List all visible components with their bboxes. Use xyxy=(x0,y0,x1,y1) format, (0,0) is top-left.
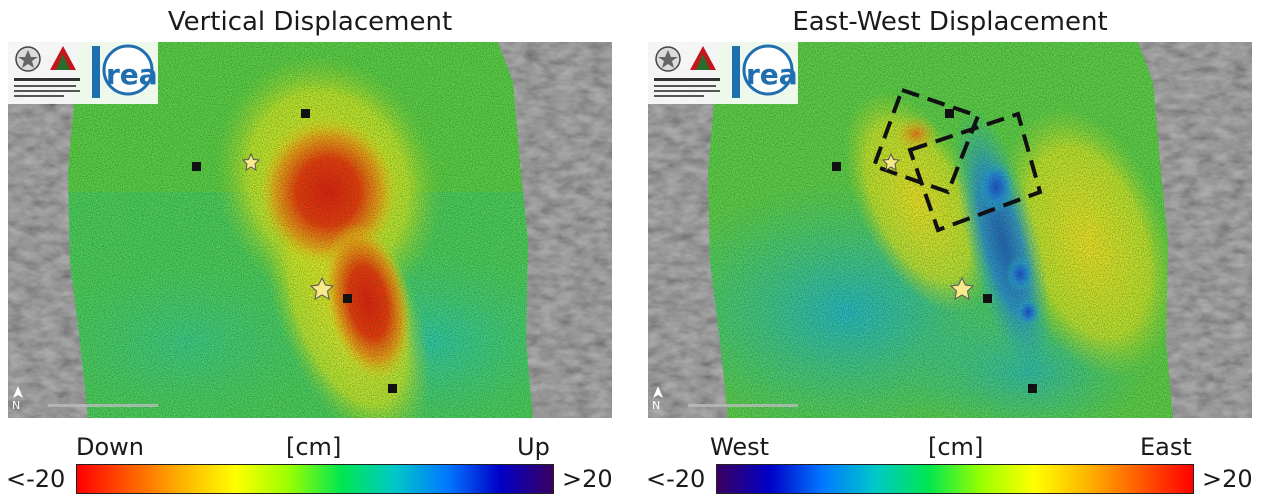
color-legend: Down [cm] Up <-20 >20 xyxy=(0,428,620,495)
agency-caption xyxy=(12,75,84,101)
irea-logo-icon: rea xyxy=(730,44,798,100)
fault-rectangle xyxy=(907,111,1043,233)
civil-protection-logo-icon xyxy=(686,44,720,74)
north-arrow-icon: N xyxy=(652,386,664,412)
town-marker xyxy=(1028,384,1037,393)
civil-protection-logo-icon xyxy=(46,44,80,74)
east-west-displacement-panel: East-West Displacement xyxy=(640,0,1260,495)
north-label: N xyxy=(12,399,21,412)
east-west-displacement-map: rea N xyxy=(648,42,1252,418)
vertical-displacement-map: rea N xyxy=(8,42,612,418)
vertical-displacement-panel: Vertical Displacement xyxy=(0,0,620,495)
town-marker xyxy=(945,109,954,118)
legend-right-word: Up xyxy=(517,433,550,461)
legend-max-label: >20 xyxy=(562,465,613,493)
color-legend: West [cm] East <-20 >20 xyxy=(640,428,1260,495)
svg-text:rea: rea xyxy=(746,58,798,91)
emblem-icon xyxy=(652,44,684,74)
legend-left-word: West xyxy=(710,433,770,461)
panel-title: Vertical Displacement xyxy=(167,7,453,37)
emblem-icon xyxy=(12,44,44,74)
legend-right-word: East xyxy=(1140,433,1192,461)
town-marker xyxy=(301,109,310,118)
star-icon xyxy=(949,276,975,300)
colorbar xyxy=(76,464,554,494)
town-marker xyxy=(983,294,992,303)
town-marker xyxy=(388,384,397,393)
legend-min-label: <-20 xyxy=(646,465,706,493)
map-svg xyxy=(648,42,1252,418)
svg-text:rea: rea xyxy=(106,58,158,91)
north-arrow-icon: N xyxy=(12,386,24,412)
panel-title: East-West Displacement xyxy=(792,7,1108,37)
town-marker xyxy=(832,162,841,171)
town-marker xyxy=(192,162,201,171)
legend-left-word: Down xyxy=(76,433,145,461)
colorbar xyxy=(716,464,1194,494)
star-icon xyxy=(309,276,335,300)
star-icon xyxy=(881,152,901,171)
north-label: N xyxy=(652,399,661,412)
agency-caption xyxy=(652,75,724,101)
legend-unit: [cm] xyxy=(928,433,984,461)
legend-max-label: >20 xyxy=(1202,465,1253,493)
irea-logo-icon: rea xyxy=(90,44,158,100)
fault-rectangle xyxy=(871,87,981,195)
legend-unit: [cm] xyxy=(286,433,342,461)
map-svg xyxy=(8,42,612,418)
star-icon xyxy=(241,152,261,171)
town-marker xyxy=(343,294,352,303)
legend-min-label: <-20 xyxy=(6,465,66,493)
